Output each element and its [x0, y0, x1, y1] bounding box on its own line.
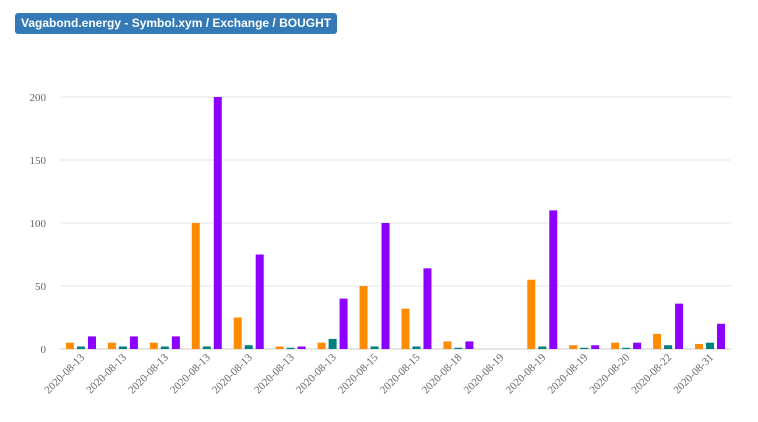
bar [359, 286, 368, 349]
x-tick-label: 2020-08-15 [378, 351, 423, 396]
bar [717, 323, 726, 349]
bar [213, 97, 222, 349]
bar [160, 346, 169, 349]
x-tick-label: 2020-08-13 [252, 351, 297, 396]
x-tick-label: 2020-08-31 [671, 352, 716, 397]
bar [412, 346, 421, 349]
x-tick-label: 2020-08-15 [336, 351, 381, 396]
bar [527, 279, 536, 349]
x-tick-label: 2020-08-13 [168, 351, 213, 396]
x-tick-label: 2020-08-13 [294, 351, 339, 396]
bar [297, 346, 306, 349]
bar [129, 336, 138, 349]
bar [171, 336, 180, 349]
y-tick-label: 50 [35, 281, 47, 293]
bar [233, 317, 242, 349]
bar [202, 346, 211, 349]
x-tick-label: 2020-08-18 [420, 351, 465, 396]
x-tick-label: 2020-08-13 [84, 351, 129, 396]
bar [695, 343, 704, 349]
x-tick-label: 2020-08-19 [546, 351, 591, 396]
x-tick-label: 2020-08-22 [629, 352, 674, 397]
x-tick-label: 2020-08-13 [42, 351, 87, 396]
bar [622, 347, 631, 349]
bar [191, 223, 200, 349]
bar [328, 338, 337, 349]
bar [275, 346, 284, 349]
gridlines [60, 96, 731, 350]
bar [255, 254, 264, 349]
chart-title-badge: Vagabond.energy - Symbol.xym / Exchange … [15, 13, 338, 34]
bar [381, 223, 390, 349]
bar [65, 342, 74, 349]
x-tick-label: 2020-08-20 [587, 351, 632, 396]
x-tick-label: 2020-08-19 [462, 351, 507, 396]
bar [675, 303, 684, 349]
axis-labels: 0501001502002020-08-132020-08-132020-08-… [30, 92, 717, 396]
bar [244, 345, 253, 349]
bar [339, 298, 348, 349]
bar [401, 308, 410, 349]
bar [443, 341, 452, 349]
bar [370, 346, 379, 349]
x-tick-label: 2020-08-13 [126, 351, 171, 396]
bar [423, 268, 432, 349]
x-tick-label: 2020-08-13 [210, 351, 255, 396]
x-tick-label: 2020-08-19 [504, 351, 549, 396]
bar [87, 336, 96, 349]
bar [149, 342, 158, 349]
bar [653, 333, 662, 349]
bar [317, 342, 326, 349]
bar [549, 210, 558, 349]
bar [286, 347, 295, 349]
bar [633, 342, 642, 349]
y-tick-label: 100 [30, 218, 47, 230]
bar [591, 345, 600, 349]
bar [611, 342, 620, 349]
y-tick-label: 0 [41, 344, 47, 356]
bar [76, 346, 85, 349]
y-tick-label: 200 [30, 92, 47, 104]
bars [65, 97, 726, 349]
y-tick-label: 150 [30, 155, 47, 167]
bar [118, 346, 127, 349]
bar [664, 345, 673, 349]
bar [107, 342, 116, 349]
bar [538, 346, 547, 349]
bar [706, 342, 715, 349]
bar [580, 347, 589, 349]
bar [465, 341, 474, 349]
bar [569, 345, 578, 349]
bar [454, 347, 463, 349]
